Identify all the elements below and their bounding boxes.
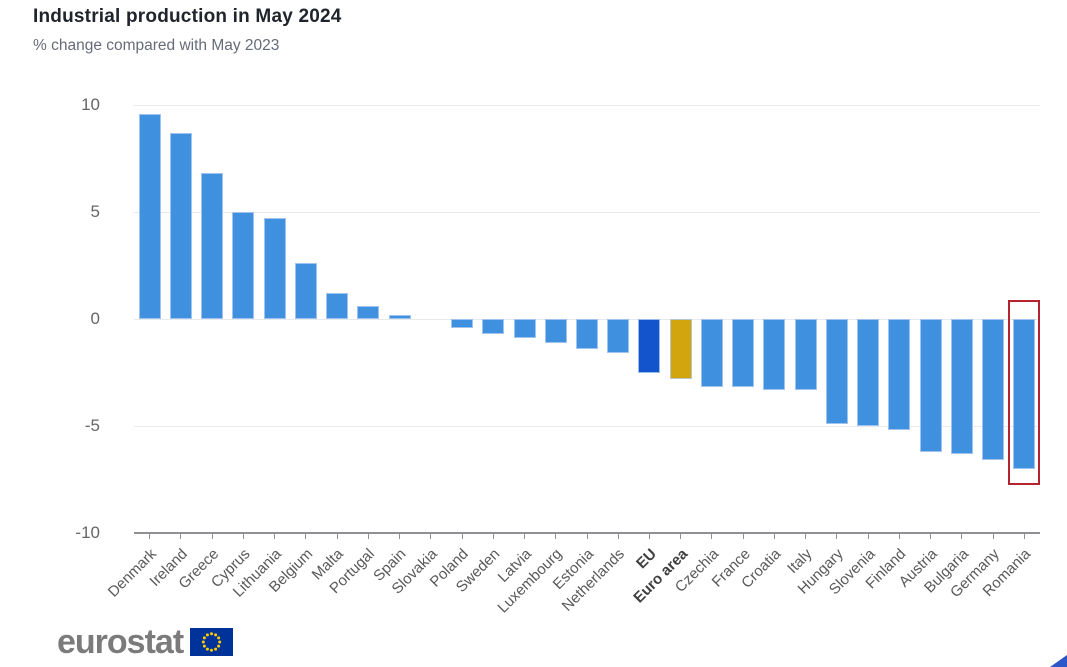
gridline xyxy=(134,426,1040,427)
bar-ireland[interactable] xyxy=(169,132,192,319)
bar-bulgaria[interactable] xyxy=(950,319,973,454)
bar-cyprus[interactable] xyxy=(232,212,255,319)
x-axis-tick xyxy=(180,533,182,539)
x-axis-tick xyxy=(617,533,619,539)
bar-eu[interactable] xyxy=(638,319,661,373)
bar-malta[interactable] xyxy=(326,293,349,319)
eu-flag-icon xyxy=(190,628,234,656)
x-axis-tick xyxy=(773,533,775,539)
bar-romania[interactable] xyxy=(1013,319,1036,469)
x-axis-tick xyxy=(399,533,401,539)
x-axis-tick xyxy=(492,533,494,539)
bar-netherlands[interactable] xyxy=(607,319,630,354)
bar-estonia[interactable] xyxy=(576,319,598,349)
x-axis-tick xyxy=(742,533,744,539)
x-axis-tick xyxy=(305,533,307,539)
bar-euro-area[interactable] xyxy=(669,319,692,379)
x-axis-tick xyxy=(149,533,151,539)
x-axis-tick xyxy=(242,533,244,539)
gridline xyxy=(134,212,1040,213)
chart-subtitle: % change compared with May 2023 xyxy=(33,37,280,54)
x-axis-tick xyxy=(555,533,557,539)
bar-france[interactable] xyxy=(732,319,755,388)
x-axis-tick xyxy=(992,533,994,539)
chart-title: Industrial production in May 2024 xyxy=(33,6,342,27)
bar-portugal[interactable] xyxy=(357,306,380,319)
x-axis-tick xyxy=(586,533,588,539)
gridline xyxy=(134,105,1040,106)
x-axis-tick xyxy=(211,533,213,539)
x-axis-tick xyxy=(430,533,432,539)
x-axis-tick xyxy=(961,533,963,539)
bar-poland[interactable] xyxy=(451,319,474,328)
x-axis-tick xyxy=(524,533,526,539)
x-axis-tick xyxy=(648,533,650,539)
y-axis-label: -5 xyxy=(84,416,100,435)
x-axis-tick xyxy=(680,533,682,539)
x-axis-tick xyxy=(367,533,369,539)
x-axis-tick xyxy=(898,533,900,539)
x-axis-tick xyxy=(1023,533,1025,539)
bar-czechia[interactable] xyxy=(700,319,723,388)
bar-austria[interactable] xyxy=(919,319,942,452)
corner-resize-triangle xyxy=(1050,655,1067,667)
bar-belgium[interactable] xyxy=(294,263,317,319)
eurostat-logo[interactable]: eurostat xyxy=(57,622,234,662)
bar-denmark[interactable] xyxy=(138,113,161,319)
y-axis-label: 0 xyxy=(90,309,100,328)
bar-germany[interactable] xyxy=(982,319,1005,461)
bar-greece[interactable] xyxy=(201,173,224,319)
bar-finland[interactable] xyxy=(888,319,911,431)
x-axis-tick xyxy=(336,533,338,539)
x-axis-tick xyxy=(461,533,463,539)
bar-sweden[interactable] xyxy=(482,319,505,334)
bar-spain[interactable] xyxy=(388,314,411,319)
x-axis-tick xyxy=(274,533,276,539)
eurostat-logo-text: eurostat xyxy=(57,623,184,661)
x-axis-tick xyxy=(930,533,932,539)
bar-italy[interactable] xyxy=(794,319,817,390)
y-axis-label: -10 xyxy=(75,523,100,542)
bar-slovenia[interactable] xyxy=(857,319,880,426)
bar-luxembourg[interactable] xyxy=(544,319,567,343)
bar-croatia[interactable] xyxy=(763,319,786,390)
bar-lithuania[interactable] xyxy=(263,218,286,319)
x-axis-tick xyxy=(805,533,807,539)
x-axis-tick xyxy=(711,533,713,539)
highlight-box xyxy=(1008,300,1041,485)
y-axis-label: 5 xyxy=(90,202,100,221)
bar-latvia[interactable] xyxy=(513,319,536,339)
x-axis-tick xyxy=(836,533,838,539)
x-axis-tick xyxy=(867,533,869,539)
bar-hungary[interactable] xyxy=(825,319,848,424)
x-axis-line xyxy=(134,532,1040,534)
y-axis-label: 10 xyxy=(81,95,100,114)
